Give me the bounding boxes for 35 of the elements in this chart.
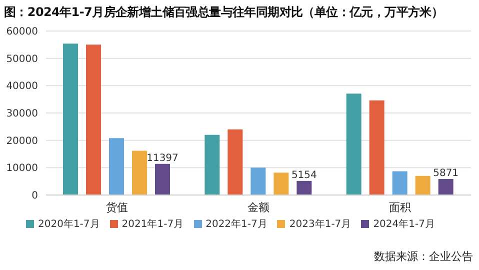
bar (369, 100, 384, 195)
x-tick-label: 面积 (389, 200, 412, 214)
y-tick-label: 40000 (6, 81, 38, 92)
data-label: 11397 (146, 152, 178, 164)
y-tick-label: 50000 (6, 54, 38, 65)
bar (109, 138, 124, 195)
bar (274, 172, 289, 195)
x-tick-label: 金额 (248, 200, 270, 214)
data-label: 5154 (291, 170, 317, 181)
legend-label: 2020年1-7月 (38, 219, 100, 230)
bar (392, 171, 408, 195)
legend-label: 2021年1-7月 (122, 219, 184, 230)
y-tick-label: 30000 (6, 108, 38, 120)
data-label: 5871 (433, 168, 459, 179)
bar (415, 176, 430, 195)
y-tick-label: 10000 (6, 163, 38, 174)
bar (438, 178, 454, 195)
source-note: 数据来源：企业公告 (374, 249, 473, 264)
bar (346, 94, 362, 195)
bar (132, 150, 147, 195)
bar (63, 44, 78, 195)
bar (86, 44, 101, 195)
bar (296, 180, 312, 195)
bar (228, 129, 243, 195)
chart-title: 图：2024年1-7月房企新增土储百强总量与往年同期对比（单位：亿元，万平方米） (3, 4, 444, 21)
legend-label: 2023年1-7月 (289, 219, 352, 230)
bar (155, 164, 170, 195)
x-tick-label: 货值 (106, 200, 128, 214)
legend-label: 2024年1-7月 (373, 219, 435, 230)
y-tick-label: 0 (32, 190, 38, 202)
bar (204, 134, 220, 195)
y-tick-label: 60000 (6, 26, 38, 38)
bar (250, 168, 266, 195)
legend-label: 2022年1-7月 (206, 219, 268, 230)
y-tick-label: 20000 (6, 136, 38, 147)
